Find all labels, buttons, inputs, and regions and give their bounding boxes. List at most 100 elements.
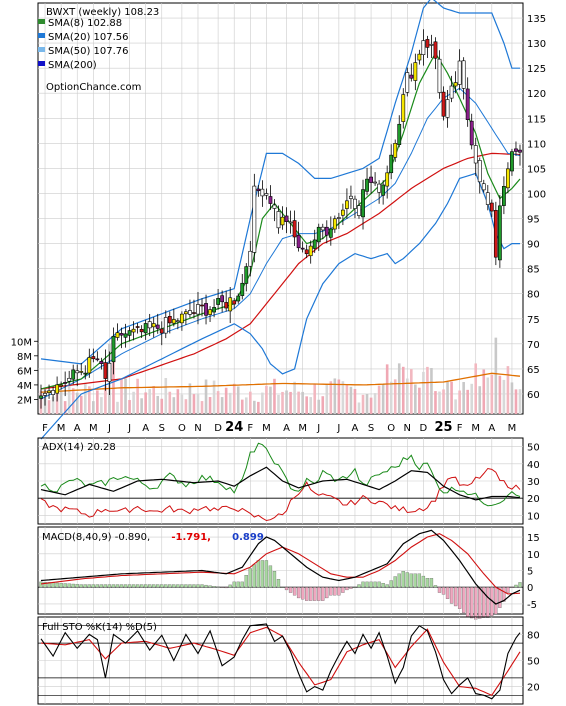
- macd-histogram-bar: [365, 581, 369, 588]
- macd-histogram-bar: [224, 587, 228, 589]
- candle-body: [489, 202, 494, 212]
- volume-bar: [474, 363, 478, 414]
- candle-body: [373, 181, 377, 184]
- macd-histogram-bar: [228, 584, 232, 588]
- volume-bar: [309, 397, 312, 414]
- macd-histogram-bar: [139, 584, 144, 588]
- macd-histogram-bar: [99, 584, 104, 588]
- time-tick-label: N: [194, 423, 201, 434]
- volume-bar: [168, 391, 172, 414]
- volume-bar: [321, 396, 325, 414]
- volume-bar: [349, 386, 353, 414]
- candle-body: [320, 226, 325, 231]
- macd-histogram-bar: [200, 584, 204, 588]
- candle-body: [441, 91, 446, 117]
- volume-bar: [389, 381, 393, 414]
- minus-di-line: [40, 467, 521, 522]
- volume-bar: [514, 389, 518, 414]
- macd-histogram-bar: [51, 582, 55, 588]
- volume-bar: [353, 388, 357, 414]
- volume-bar: [438, 391, 441, 414]
- volume-bars: [39, 337, 522, 414]
- candle-body: [91, 356, 96, 360]
- price-tick-label: 65: [527, 365, 540, 376]
- volume-bar: [462, 382, 465, 414]
- candle-body: [196, 304, 200, 315]
- sto-title: Full STO %K(14) %D(5): [42, 622, 157, 633]
- legend: SMA(8) 102.88 SMA(20) 107.56 SMA(50) 107.7…: [38, 18, 129, 71]
- volume-bar: [269, 386, 272, 414]
- volume-bar: [200, 401, 204, 414]
- price-tick-label: 100: [527, 189, 546, 200]
- sto-lines: [40, 623, 521, 700]
- indicator-tick-label: 20: [527, 494, 540, 505]
- volume-bar: [510, 382, 514, 414]
- candle-body: [304, 249, 309, 255]
- macd-histogram-bar: [425, 578, 430, 588]
- candle-body: [417, 53, 422, 61]
- candle-body: [188, 310, 192, 315]
- macd-histogram-bar: [313, 587, 317, 601]
- candle-body: [111, 336, 116, 363]
- volume-bar: [144, 392, 147, 414]
- candle-body: [477, 160, 482, 183]
- volume-bar: [446, 381, 449, 414]
- volume-bar: [365, 393, 369, 414]
- volume-bar: [261, 392, 264, 414]
- volume-bar: [470, 383, 473, 414]
- macd-histogram-bar: [486, 587, 490, 618]
- volume-bar: [498, 375, 502, 414]
- macd-histogram-bar: [248, 568, 252, 588]
- candle-body: [401, 94, 406, 122]
- macd-histogram-bar: [373, 581, 377, 588]
- time-tick-label: M: [508, 423, 517, 434]
- time-tick-label: J: [316, 423, 320, 434]
- time-tick-label: J: [336, 423, 340, 434]
- macd-histogram-bar: [79, 584, 83, 588]
- macd-histogram-bar: [184, 584, 188, 588]
- macd-histogram-bar: [43, 581, 47, 588]
- adx-title: ADX(14) 20.28: [42, 442, 116, 453]
- time-tick-label: N: [404, 423, 411, 434]
- candle-body: [510, 151, 514, 172]
- candle-body: [353, 198, 357, 209]
- volume-bar: [116, 401, 119, 414]
- volume-bar: [156, 395, 160, 414]
- candle-body: [506, 168, 510, 189]
- macd-histogram-bar: [236, 581, 240, 588]
- candle-body: [252, 185, 257, 253]
- time-tick-label: D: [214, 423, 222, 434]
- candle-body: [485, 192, 490, 205]
- macd-histogram-bar: [156, 584, 160, 588]
- macd-histogram-bar: [59, 583, 63, 588]
- price-axis: 60 65 70 75 80 85 90 95 100 105 110 115 120 125 130 135: [527, 14, 546, 401]
- macd-histogram-bar: [252, 564, 256, 588]
- macd-histogram-bar: [63, 583, 67, 588]
- indicator-tick-label: 50: [527, 657, 540, 668]
- candle-body: [280, 216, 285, 226]
- macd-histogram-bar: [466, 587, 470, 617]
- time-tick-label: D: [420, 423, 428, 434]
- price-candles: [39, 29, 522, 409]
- macd-histogram-bar: [67, 583, 71, 588]
- volume-bar: [71, 388, 75, 414]
- volume-bar: [458, 390, 461, 414]
- candle-body: [167, 315, 172, 324]
- candle-body: [296, 234, 301, 249]
- macd-histogram-bar: [212, 586, 216, 588]
- macd-histogram-bar: [518, 582, 522, 588]
- candle-body: [83, 372, 88, 375]
- macd-histogram-bar: [300, 587, 305, 600]
- macd-histogram-bar: [498, 587, 502, 608]
- macd-histogram-bar: [474, 587, 478, 620]
- legend-entry: SMA(200): [48, 60, 97, 71]
- candle-body: [345, 200, 349, 209]
- candle-body: [260, 188, 265, 197]
- candle-body: [147, 321, 152, 329]
- volume-bar: [418, 387, 421, 414]
- volume-bar: [482, 369, 486, 414]
- macd-histogram-bar: [164, 584, 168, 588]
- volume-bar: [297, 391, 300, 414]
- volume-bar: [148, 389, 151, 414]
